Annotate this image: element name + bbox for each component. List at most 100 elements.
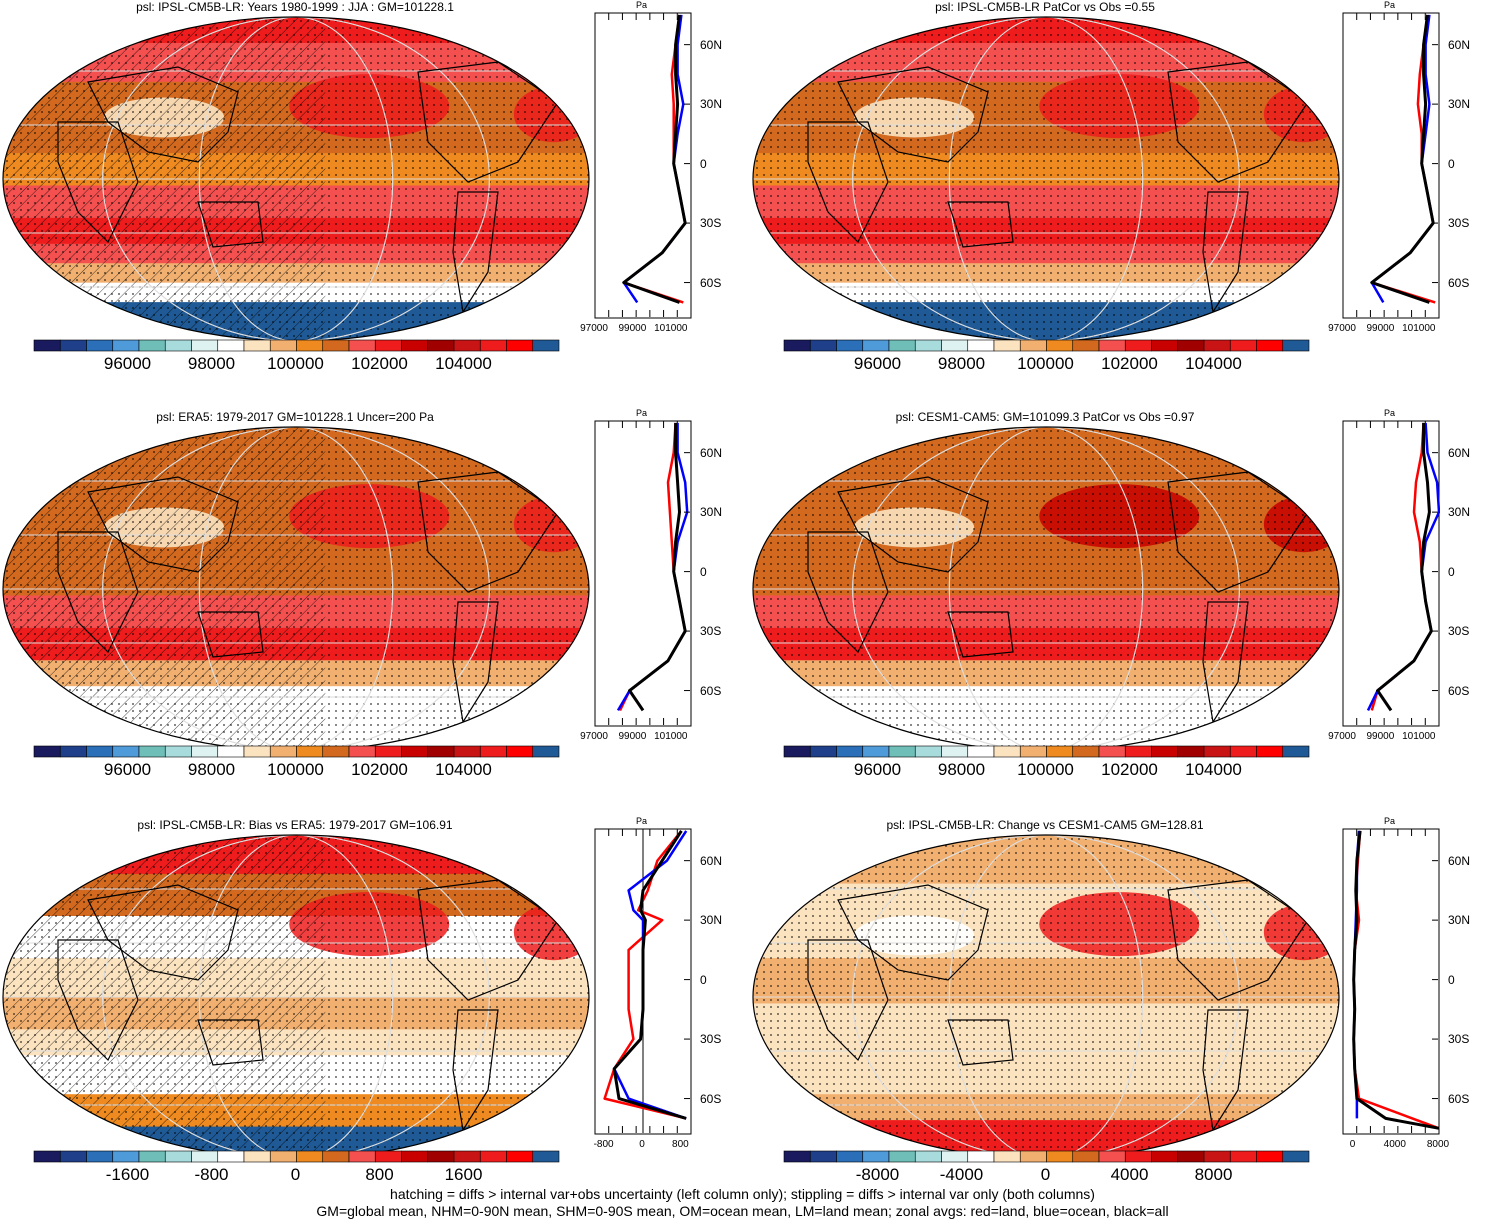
panel-6-lat-tick: 30N <box>1448 913 1471 928</box>
panel-3-x-tick: 99000 <box>618 731 647 742</box>
panel-2-colorbar-tick: 98000 <box>937 354 986 373</box>
panel-4-colorbar-tick: 102000 <box>1101 760 1158 779</box>
panel-1-unit-label: Pa <box>636 0 648 10</box>
panel-1-lat-tick: 30S <box>700 216 722 231</box>
panel-6-lat-tick: 60S <box>1448 1091 1470 1106</box>
panel-2-colorbar-tick: 96000 <box>853 354 902 373</box>
panel-5-map <box>2 834 590 1160</box>
panel-5-unit-label: Pa <box>636 816 648 826</box>
panel-2-x-tick: 101000 <box>1402 323 1436 334</box>
panel-1-lat-tick: 60N <box>700 37 723 52</box>
panel-3-colorbar-tick: 96000 <box>103 760 152 779</box>
panel-5-lat-tick: 30N <box>700 913 723 928</box>
panel-1-lat-tick: 60S <box>700 275 722 290</box>
panel-5-x-tick: 800 <box>672 1139 689 1150</box>
panel-3-map <box>2 426 590 752</box>
panel-3-lat-tick: 60N <box>700 445 723 460</box>
panel-3-lat-tick: 30N <box>700 505 723 520</box>
panel-6-lat-tick: 30S <box>1448 1032 1470 1047</box>
panel-1-zonal-profile <box>594 12 692 319</box>
panel-6-lat-tick: 60N <box>1448 853 1471 868</box>
panel-3-lat-tick: 30S <box>700 624 722 639</box>
panel-4-lat-tick: 60N <box>1448 445 1471 460</box>
panel-3-lat-tick: 0 <box>700 564 707 579</box>
panel-5-lat-tick: 30S <box>700 1032 722 1047</box>
panel-1-lat-tick: 30N <box>700 97 723 112</box>
panel-1-x-tick: 101000 <box>654 323 688 334</box>
panel-1-all-line <box>622 14 687 304</box>
panel-1-colorbar-tick: 98000 <box>187 354 236 373</box>
panel-5-lat-tick: 60N <box>700 853 723 868</box>
panel-4-lat-tick: 30S <box>1448 624 1470 639</box>
panel-1-x-tick: 99000 <box>618 323 647 334</box>
panel-6-lat-tick: 0 <box>1448 972 1455 987</box>
panel-6-zonal-profile <box>1342 828 1440 1135</box>
panel-5-zonal-profile <box>594 828 692 1135</box>
panel-6-unit-label: Pa <box>1384 816 1396 826</box>
panel-5-x-tick: 0 <box>639 1139 645 1150</box>
panel-3-colorbar <box>33 745 560 758</box>
panel-4-colorbar-tick: 96000 <box>853 760 902 779</box>
panel-6-title: psl: IPSL-CM5B-LR: Change vs CESM1-CAM5 … <box>886 818 1204 832</box>
panel-1-title: psl: IPSL-CM5B-LR: Years 1980-1999 : JJA… <box>136 0 454 14</box>
panel-6-x-tick: 0 <box>1349 1139 1356 1150</box>
panel-2-lat-tick: 30S <box>1448 216 1470 231</box>
panel-5-lat-tick: 60S <box>700 1091 722 1106</box>
panel-4-lat-tick: 30N <box>1448 505 1471 520</box>
panel-1-x-tick: 97000 <box>580 323 608 334</box>
panel-4-lat-tick: 0 <box>1448 564 1455 579</box>
panel-5-lat-tick: 0 <box>700 972 707 987</box>
panel-4-colorbar-tick: 104000 <box>1185 760 1242 779</box>
panel-5-colorbar-tick: 0 <box>290 1165 301 1184</box>
panel-3-colorbar-tick: 104000 <box>435 760 492 779</box>
panel-3-unit-label: Pa <box>636 408 648 418</box>
panel-5-colorbar-tick: 800 <box>365 1165 394 1184</box>
panel-4-colorbar <box>783 745 1310 758</box>
panel-4-unit-label: Pa <box>1384 408 1396 418</box>
panel-6-all-line <box>1352 830 1440 1130</box>
panel-5-land-line <box>603 830 687 1120</box>
panel-2-colorbar-tick: 100000 <box>1017 354 1074 373</box>
panel-6-map <box>752 834 1340 1160</box>
panel-6-colorbar-tick: -4000 <box>939 1165 984 1184</box>
panel-2-all-line <box>1370 14 1435 304</box>
panel-2-lat-tick: 60N <box>1448 37 1471 52</box>
panel-4-all-line <box>1376 422 1433 712</box>
panel-1-colorbar <box>33 339 560 352</box>
footer-line-2: GM=global mean, NHM=0-90N mean, SHM=0-90… <box>316 1203 1169 1219</box>
panel-5-colorbar <box>33 1150 560 1163</box>
panel-3-x-tick: 101000 <box>654 731 688 742</box>
panel-2-lat-tick: 60S <box>1448 275 1470 290</box>
panel-3-colorbar-tick: 98000 <box>187 760 236 779</box>
panel-1-map <box>2 16 590 342</box>
panel-1-colorbar-tick: 102000 <box>351 354 408 373</box>
panel-5-all-line <box>612 830 687 1120</box>
panel-1-colorbar-tick: 96000 <box>103 354 152 373</box>
panel-2-lat-tick: 30N <box>1448 97 1471 112</box>
panel-5-x-tick: -800 <box>593 1139 614 1150</box>
panel-5-colorbar-tick: -800 <box>194 1165 229 1184</box>
panel-3-colorbar-tick: 102000 <box>351 760 408 779</box>
footer-line-1: hatching = diffs > internal var+obs unce… <box>390 1186 1095 1202</box>
panel-4-map <box>752 426 1340 752</box>
panel-1-colorbar-tick: 100000 <box>267 354 324 373</box>
panel-6-colorbar-tick: 0 <box>1040 1165 1051 1184</box>
panel-6-colorbar-tick: 8000 <box>1194 1165 1233 1184</box>
panel-4-colorbar-tick: 98000 <box>937 760 986 779</box>
panel-2-lat-tick: 0 <box>1448 156 1455 171</box>
panel-4-title: psl: CESM1-CAM5: GM=101099.3 PatCor vs O… <box>895 410 1195 424</box>
panel-4-x-tick: 101000 <box>1402 731 1436 742</box>
panel-2-colorbar-tick: 102000 <box>1101 354 1158 373</box>
panel-6-x-tick: 8000 <box>1426 1139 1450 1150</box>
panel-1-lat-tick: 0 <box>700 156 707 171</box>
panel-2-colorbar-tick: 104000 <box>1185 354 1242 373</box>
panel-5-title: psl: IPSL-CM5B-LR: Bias vs ERA5: 1979-20… <box>137 818 453 832</box>
panel-2-unit-label: Pa <box>1384 0 1396 10</box>
panel-3-all-line <box>628 422 687 712</box>
panel-2-map <box>752 16 1340 342</box>
panel-4-colorbar-tick: 100000 <box>1017 760 1074 779</box>
panel-6-colorbar <box>783 1150 1310 1163</box>
panel-5-colorbar-tick: 1600 <box>444 1165 483 1184</box>
panel-2-title: psl: IPSL-CM5B-LR PatCor vs Obs =0.55 <box>935 0 1155 14</box>
panel-3-colorbar-tick: 100000 <box>267 760 324 779</box>
